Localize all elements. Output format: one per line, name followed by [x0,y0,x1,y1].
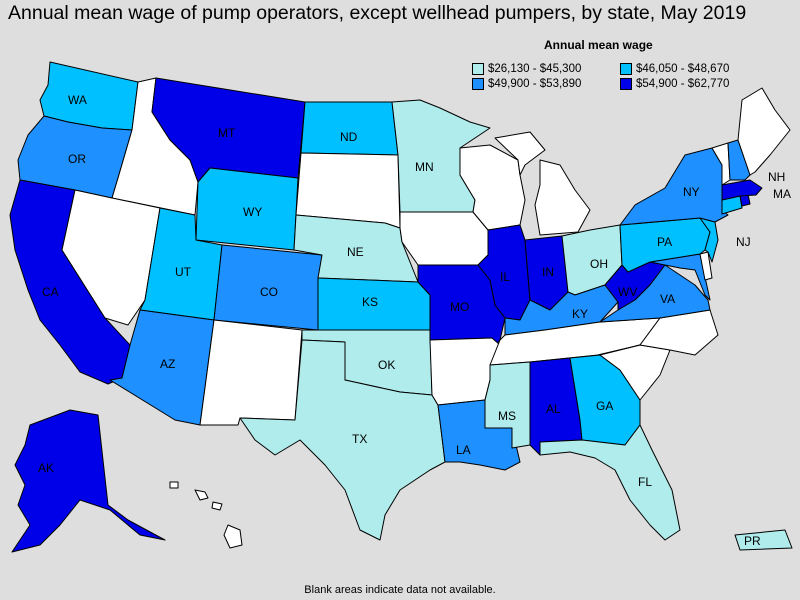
state-ma[interactable] [721,179,763,201]
state-label-oh: OH [590,257,608,271]
legend-title: Annual mean wage [544,38,653,52]
state-label-wv: WV [618,285,637,299]
state-label-va: VA [660,292,675,306]
state-ia[interactable] [399,211,489,266]
state-label-ny: NY [683,185,700,199]
legend-label: $54,900 - $62,770 [636,78,730,90]
state-label-ky: KY [572,307,588,321]
state-label-ma: MA [773,187,791,201]
state-label-mn: MN [415,160,434,174]
state-nh[interactable] [727,139,751,181]
state-label-nd: ND [340,130,358,144]
state-label-ak: AK [38,461,54,475]
state-label-mt: MT [218,126,236,140]
state-de[interactable] [699,251,713,281]
legend-swatch [472,78,484,90]
state-label-al: AL [546,402,561,416]
state-label-mo: MO [450,300,469,314]
state-label-ok: OK [378,358,395,372]
state-nj[interactable] [699,217,719,263]
legend-item-tier-4: $54,900 - $62,770 [620,78,729,90]
state-ky[interactable] [504,284,619,336]
legend-item-tier-2: $46,050 - $48,670 [620,63,729,75]
legend-label: $49,900 - $53,890 [488,78,582,90]
state-ak[interactable] [11,409,166,553]
legend-label: $46,050 - $48,670 [636,63,730,75]
footnote: Blank areas indicate data not available. [304,584,496,596]
state-pr[interactable] [734,529,793,551]
state-mi[interactable] [494,131,591,236]
state-label-wa: WA [68,93,87,107]
state-nv[interactable] [61,189,161,326]
state-label-la: LA [456,443,471,457]
state-label-ms: MS [498,409,516,423]
legend-item-tier-3: $49,900 - $53,890 [472,78,581,90]
legend-swatch [472,63,484,75]
state-label-pr: PR [744,534,761,548]
state-label-co: CO [260,285,278,299]
state-tx[interactable] [239,339,446,541]
legend-label: $26,130 - $45,300 [488,63,582,75]
legend-swatch [620,63,632,75]
state-label-ga: GA [596,399,613,413]
legend-item-tier-1: $26,130 - $45,300 [472,63,581,75]
state-hi[interactable] [169,481,243,549]
state-label-ut: UT [175,265,192,279]
map-title: Annual mean wage of pump operators, exce… [8,2,747,24]
state-ny[interactable] [619,147,729,226]
state-label-tx: TX [352,432,367,446]
state-label-fl: FL [638,475,652,489]
legend-swatch [620,78,632,90]
state-label-or: OR [68,152,86,166]
state-label-ne: NE [347,245,364,259]
state-me[interactable] [737,87,791,176]
state-vt[interactable] [711,142,731,186]
state-label-az: AZ [160,357,175,371]
state-wy[interactable] [195,167,299,251]
state-fl[interactable] [539,424,681,541]
state-nd[interactable] [300,101,399,156]
state-label-wy: WY [243,205,262,219]
state-label-nh: NH [768,170,785,184]
state-label-in: IN [542,265,554,279]
state-nc[interactable] [597,309,719,356]
state-label-il: IL [500,270,510,284]
state-label-ks: KS [362,295,378,309]
state-label-nj: NJ [736,235,751,249]
state-label-pa: PA [657,235,672,249]
state-va[interactable] [599,264,711,323]
state-label-ca: CA [42,285,59,299]
state-nm[interactable] [199,319,303,426]
